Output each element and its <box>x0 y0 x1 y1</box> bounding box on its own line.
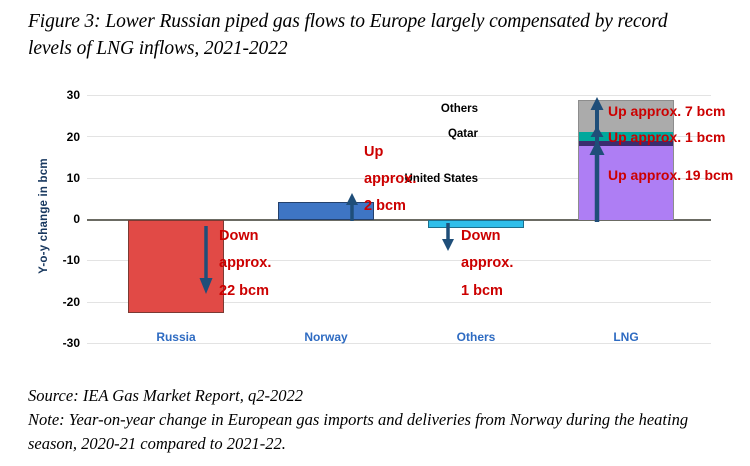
x-label-lng: LNG <box>613 330 639 344</box>
annotation-others-line1: Down <box>461 228 501 244</box>
y-tick-30: 30 <box>66 88 80 102</box>
arrow-up-norway <box>346 193 358 221</box>
gridline-10 <box>87 178 711 179</box>
chart-bars <box>87 78 711 378</box>
chart-gridlines <box>87 78 711 378</box>
bar-norway[interactable] <box>278 202 374 220</box>
arrow-down-russia <box>199 226 213 294</box>
annotation-norway-line3: 2 bcm <box>364 198 406 214</box>
annotation-norway-line1: Up <box>364 144 384 160</box>
gridline-neg30 <box>87 343 711 344</box>
y-tick-0: 0 <box>73 212 80 226</box>
bar-russia[interactable] <box>128 220 224 313</box>
gridline-zero <box>87 219 711 221</box>
annotation-russia-line1: Down <box>219 228 259 244</box>
annotation-others-line2: approx. <box>461 255 514 271</box>
gridline-30 <box>87 95 711 96</box>
bar-lng-segment-united-states[interactable] <box>578 146 674 220</box>
figure-title: Figure 3: Lower Russian piped gas flows … <box>28 11 668 59</box>
annotation-russia-line2: approx. <box>219 255 272 271</box>
bar-lng-segment-divider[interactable] <box>578 141 674 146</box>
y-tick-neg20: -20 <box>62 295 80 309</box>
gridline-20 <box>87 136 711 137</box>
annotation-lng-others: Up approx. 7 bcm <box>608 103 726 119</box>
stack-label-qatar: Qatar <box>447 128 478 140</box>
y-tick-20: 20 <box>66 130 80 144</box>
y-axis-tick-labels: 30 20 10 0 -10 -20 -30 <box>42 78 80 378</box>
annotation-norway-line2: approx. <box>364 171 417 187</box>
y-tick-10: 10 <box>66 171 80 185</box>
x-label-russia: Russia <box>156 330 196 344</box>
y-tick-neg10: -10 <box>62 253 80 267</box>
figure-footer: Source: IEA Gas Market Report, q2-2022 N… <box>28 384 728 456</box>
x-axis-labels: Russia Norway Others LNG <box>87 330 711 354</box>
stack-label-united-states: United States <box>404 173 479 185</box>
y-tick-neg30: -30 <box>62 336 80 350</box>
annotation-russia-line3: 22 bcm <box>219 283 269 299</box>
arrow-down-others <box>442 223 454 251</box>
annotation-others-line3: 1 bcm <box>461 283 503 299</box>
x-label-others: Others <box>456 330 496 344</box>
stack-label-others: Others <box>440 103 478 115</box>
bar-others[interactable] <box>428 220 524 228</box>
x-label-norway: Norway <box>304 330 348 344</box>
figure-note: Note: Year-on-year change in European ga… <box>28 410 689 453</box>
bar-lng-segment-qatar[interactable] <box>578 132 674 141</box>
arrow-up-lng-united-states <box>589 140 605 222</box>
gridline-neg10 <box>87 260 711 261</box>
chart-plot-area: Y-o-y change in bcm 30 20 10 0 -10 -20 -… <box>0 78 750 378</box>
gridline-neg20 <box>87 302 711 303</box>
bar-lng-segment-others[interactable] <box>578 100 674 132</box>
annotation-lng-united-states: Up approx. 19 bcm <box>608 167 734 183</box>
annotation-lng-qatar: Up approx. 1 bcm <box>608 129 726 145</box>
figure-source: Source: IEA Gas Market Report, q2-2022 <box>28 386 303 405</box>
